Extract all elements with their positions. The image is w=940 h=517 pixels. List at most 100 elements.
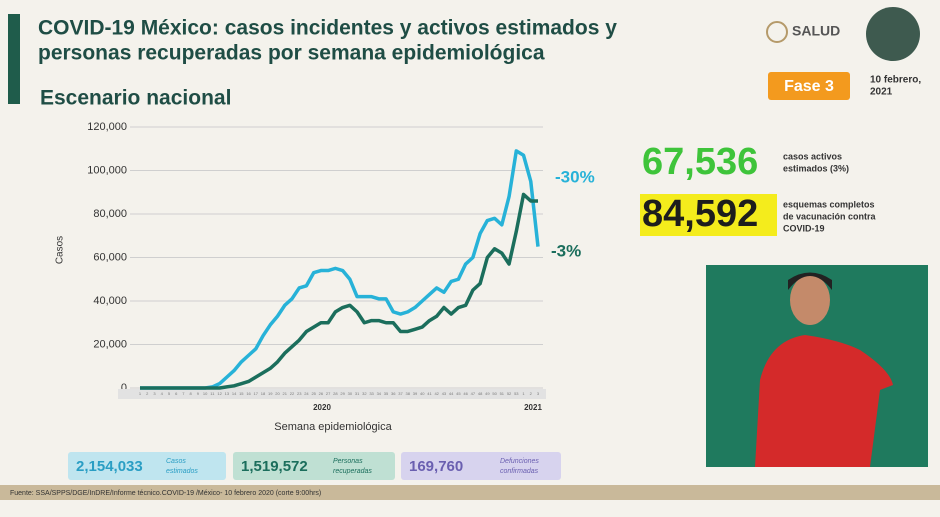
x-axis-title: Semana epidemiológica [274,421,392,433]
stat-label: COVID-19 [783,223,825,233]
person-head [790,275,830,325]
total-value: 1,519,572 [241,458,308,475]
year-logo [866,7,920,61]
year-label: 2021 [524,403,542,412]
y-tick-label: 20,000 [93,338,127,350]
x-tick-label: 51 [500,391,505,396]
x-tick-label: 53 [514,391,519,396]
y-tick-label: 100,000 [87,164,127,176]
x-tick-label: 3 [153,391,156,396]
y-tick-label: 80,000 [93,208,127,220]
x-tick-label: 40 [420,391,425,396]
total-box [233,452,395,480]
x-tick-label: 20 [275,391,280,396]
title-line: personas recuperadas por semana epidemio… [38,42,545,65]
phase-box [768,72,850,100]
total-box [401,452,561,480]
x-tick-label: 17 [254,391,259,396]
y-tick-label: 0 [121,382,127,394]
accent-bar [8,14,20,104]
x-tick-label: 36 [391,391,396,396]
x-tick-label: 30 [348,391,353,396]
x-tick-label: 43 [442,391,447,396]
stat-label: estimados (3%) [783,163,849,173]
x-tick-label: 45 [456,391,461,396]
x-tick-label: 2 [146,391,149,396]
x-tick-label: 8 [190,391,193,396]
x-tick-label: 39 [413,391,418,396]
person-hair [788,272,832,290]
x-tick-label: 38 [406,391,411,396]
x-tick-label: 25 [311,391,316,396]
logo-seal [766,21,788,43]
x-tick-label: 9 [197,391,200,396]
x-tick-label: 13 [225,391,230,396]
x-tick-label: 29 [340,391,345,396]
x-tick-label: 42 [434,391,439,396]
title-line: COVID-19 México: casos incidentes y acti… [38,17,617,40]
logo-text: SALUD [792,23,840,39]
total-label: recuperadas [333,468,372,475]
x-tick-label: 10 [203,391,208,396]
x-tick-label: 31 [355,391,360,396]
total-box [68,452,226,480]
x-tick-label: 6 [175,391,178,396]
stat-label: de vacunación contra [783,211,877,221]
series-line [140,192,538,390]
y-axis-title: Casos [55,236,66,264]
x-tick-label: 44 [449,391,454,396]
x-tick-label: 21 [283,391,288,396]
x-tick-label: 26 [319,391,324,396]
annotation: -3% [551,241,581,260]
total-label: Casos [166,458,186,465]
x-tick-label: 1 [522,391,525,396]
x-tick-label: 2 [530,391,533,396]
plot: 0 20,000 40,000 60,000 80,000 100,000 120,000 1… [87,121,546,399]
x-tick-label: 7 [182,391,185,396]
year-label: 2020 [313,403,331,412]
x-tick-label: 37 [398,391,403,396]
x-tick-label: 49 [485,391,490,396]
person-body [755,335,893,467]
y-tick-label: 120,000 [87,121,127,133]
y-tick-label: 40,000 [93,295,127,307]
x-tick-label: 1 [139,391,142,396]
subtitle: Escenario nacional [40,87,231,110]
annotation: -30% [555,167,595,186]
x-tick-label: 19 [268,391,273,396]
interpreter-video [706,265,928,467]
footer: Fuente: SSA/SPPS/DGE/InDRE/Informe técni… [10,490,321,497]
x-tick-label: 50 [492,391,497,396]
x-tick-label: 11 [210,391,215,396]
x-tick-label: 18 [261,391,266,396]
total-value: 2,154,033 [76,458,143,475]
x-tick-label: 28 [333,391,338,396]
total-label: confirmadas [500,468,539,475]
total-label: estimados [166,468,198,475]
vaccines: 84,592 [642,193,758,235]
x-tick-label: 34 [377,391,382,396]
x-tick-label: 46 [463,391,468,396]
x-tick-label: 48 [478,391,483,396]
footer-bar [0,485,940,500]
date: 2021 [870,87,893,98]
x-tick-label: 5 [168,391,171,396]
x-tick-label: 22 [290,391,295,396]
x-tick-label: 52 [507,391,512,396]
stat-label: casos activos [783,151,842,161]
y-tick-label: 60,000 [93,251,127,263]
x-tick-label: 12 [217,391,222,396]
x-tick-label: 32 [362,391,367,396]
stat-label: esquemas completos [783,199,875,209]
x-tick-label: 41 [427,391,432,396]
x-tick-label: 24 [304,391,309,396]
x-tick-label: 35 [384,391,389,396]
total-label: Defunciones [500,458,539,465]
x-axis-band [118,389,546,399]
x-tick-label: 27 [326,391,331,396]
total-value: 169,760 [409,458,463,475]
x-tick-label: 14 [232,391,237,396]
x-tick-label: 4 [161,391,164,396]
x-tick-label: 23 [297,391,302,396]
